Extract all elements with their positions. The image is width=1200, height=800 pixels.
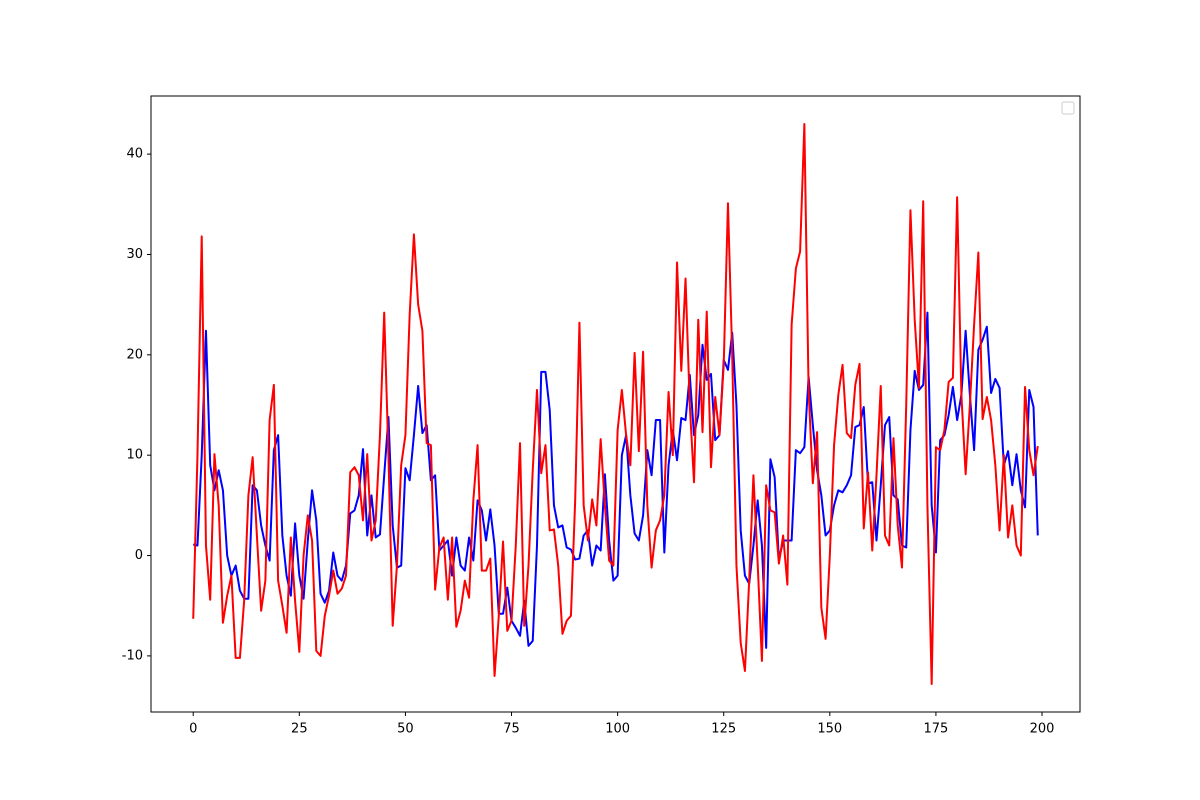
x-tick-label: 150	[817, 722, 842, 737]
x-tick-label: 200	[1030, 722, 1055, 737]
y-tick-label: 10	[126, 448, 143, 463]
y-tick-label: 30	[126, 247, 143, 262]
x-tick-label: 175	[924, 722, 949, 737]
y-tick-label: 0	[135, 548, 143, 563]
legend	[1061, 101, 1075, 115]
x-tick-label: 100	[605, 722, 630, 737]
x-tick-label: 50	[397, 722, 414, 737]
y-tick-label: 20	[126, 347, 143, 362]
x-tick-label: 125	[711, 722, 736, 737]
y-tick-label: 40	[126, 147, 143, 162]
x-tick-label: 75	[503, 722, 520, 737]
y-tick-label: -10	[122, 648, 143, 663]
line-series	[192, 123, 1039, 685]
axes-frame	[150, 95, 1081, 713]
x-tick-label: 0	[189, 722, 197, 737]
plot-area	[192, 123, 1039, 685]
x-tick-label: 25	[291, 722, 308, 737]
